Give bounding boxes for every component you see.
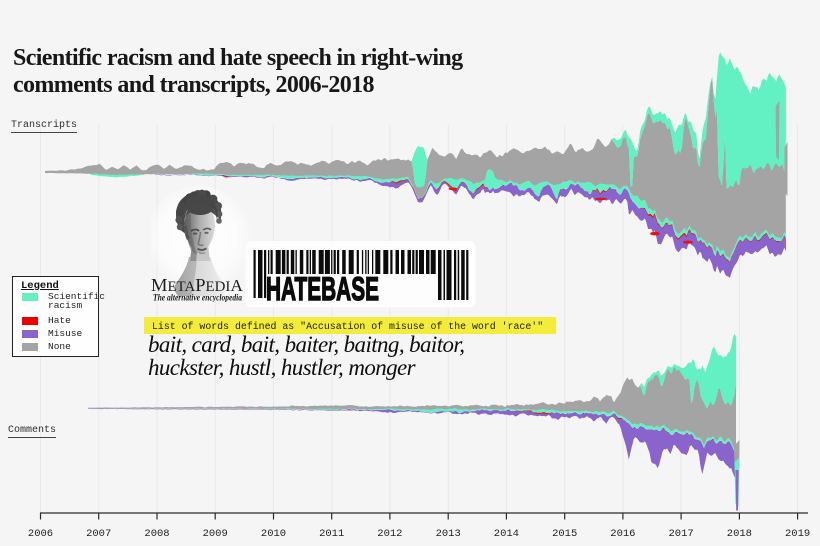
svg-text:2013: 2013 bbox=[436, 528, 461, 540]
svg-text:METAPEDIA: METAPEDIA bbox=[151, 275, 244, 295]
svg-text:2009: 2009 bbox=[203, 528, 228, 540]
svg-text:2018: 2018 bbox=[727, 528, 752, 540]
svg-text:2014: 2014 bbox=[494, 528, 519, 540]
svg-text:The alternative encyclopedia: The alternative encyclopedia bbox=[153, 293, 242, 303]
svg-text:2011: 2011 bbox=[319, 528, 344, 540]
svg-text:2010: 2010 bbox=[261, 528, 286, 540]
svg-text:2019: 2019 bbox=[785, 528, 810, 540]
svg-text:2008: 2008 bbox=[144, 528, 169, 540]
svg-text:2016: 2016 bbox=[610, 528, 635, 540]
svg-text:2007: 2007 bbox=[86, 528, 111, 540]
svg-text:HATEBASE: HATEBASE bbox=[266, 270, 379, 307]
svg-text:2017: 2017 bbox=[668, 528, 693, 540]
svg-text:2012: 2012 bbox=[377, 528, 402, 540]
svg-text:2015: 2015 bbox=[552, 528, 577, 540]
svg-text:2006: 2006 bbox=[28, 528, 53, 540]
